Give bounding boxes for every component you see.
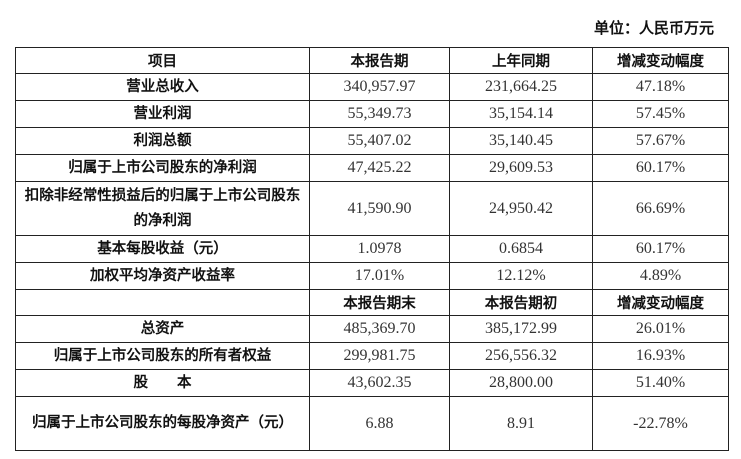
row-label: 归属于上市公司股东的每股净资产（元） — [15, 396, 310, 451]
table-row: 利润总额 55,407.02 35,140.45 57.67% — [15, 127, 729, 155]
column-header: 本报告期 — [309, 47, 450, 74]
change-value: 57.67% — [592, 127, 729, 155]
prior-value: 24,950.42 — [449, 181, 593, 236]
current-value: 47,425.22 — [309, 154, 450, 182]
table-row: 股 本 43,602.35 28,800.00 51.40% — [15, 369, 729, 397]
table-row: 扣除非经常性损益后的归属于上市公司股东的净利润 41,590.90 24,950.4… — [15, 181, 729, 236]
table-row: 总资产 485,369.70 385,172.99 26.01% — [15, 315, 729, 343]
change-value: 16.93% — [592, 342, 729, 370]
current-value: 55,407.02 — [309, 127, 450, 155]
change-value: 47.18% — [592, 73, 729, 101]
column-header: 项目 — [15, 47, 310, 74]
table-row: 加权平均净资产收益率 17.01% 12.12% 4.89% — [15, 262, 729, 290]
row-label: 股 本 — [15, 369, 310, 397]
current-value: 485,369.70 — [309, 315, 450, 343]
table-row: 营业总收入 340,957.97 231,664.25 47.18% — [15, 73, 729, 101]
change-value: 60.17% — [592, 235, 729, 263]
column-header: 本报告期初 — [449, 289, 593, 316]
current-value: 6.88 — [309, 396, 450, 451]
financial-summary-table: 项目 本报告期 上年同期 增减变动幅度 营业总收入 340,957.97 231,664.2… — [15, 47, 729, 451]
column-header — [15, 289, 310, 316]
row-label: 总资产 — [15, 315, 310, 343]
prior-value: 28,800.00 — [449, 369, 593, 397]
current-value: 299,981.75 — [309, 342, 450, 370]
prior-value: 8.91 — [449, 396, 593, 451]
table-row: 归属于上市公司股东的所有者权益 299,981.75 256,556.32 16.93… — [15, 342, 729, 370]
unit-label: 单位：人民币万元 — [593, 19, 714, 37]
prior-value: 29,609.53 — [449, 154, 593, 182]
table-row: 归属于上市公司股东的每股净资产（元） 6.88 8.91 -22.78% — [15, 396, 729, 451]
change-value: 4.89% — [592, 262, 729, 290]
column-header: 增减变动幅度 — [592, 47, 729, 74]
table-row: 基本每股收益（元） 1.0978 0.6854 60.17% — [15, 235, 729, 263]
row-label: 基本每股收益（元） — [15, 235, 310, 263]
column-header: 本报告期末 — [309, 289, 450, 316]
row-label: 营业总收入 — [15, 73, 310, 101]
row-label: 利润总额 — [15, 127, 310, 155]
change-value: -22.78% — [592, 396, 729, 451]
row-label: 加权平均净资产收益率 — [15, 262, 310, 290]
row-label: 归属于上市公司股东的所有者权益 — [15, 342, 310, 370]
column-header: 增减变动幅度 — [592, 289, 729, 316]
prior-value: 0.6854 — [449, 235, 593, 263]
row-label: 扣除非经常性损益后的归属于上市公司股东的净利润 — [15, 181, 310, 236]
current-value: 340,957.97 — [309, 73, 450, 101]
table-row: 归属于上市公司股东的净利润 47,425.22 29,609.53 60.17% — [15, 154, 729, 182]
change-value: 57.45% — [592, 100, 729, 128]
column-header: 上年同期 — [449, 47, 593, 74]
change-value: 60.17% — [592, 154, 729, 182]
current-value: 43,602.35 — [309, 369, 450, 397]
table-header-row: 本报告期末 本报告期初 增减变动幅度 — [15, 289, 729, 316]
change-value: 66.69% — [592, 181, 729, 236]
prior-value: 231,664.25 — [449, 73, 593, 101]
prior-value: 35,140.45 — [449, 127, 593, 155]
prior-value: 385,172.99 — [449, 315, 593, 343]
change-value: 26.01% — [592, 315, 729, 343]
current-value: 41,590.90 — [309, 181, 450, 236]
change-value: 51.40% — [592, 369, 729, 397]
row-label: 营业利润 — [15, 100, 310, 128]
current-value: 1.0978 — [309, 235, 450, 263]
prior-value: 12.12% — [449, 262, 593, 290]
prior-value: 35,154.14 — [449, 100, 593, 128]
row-label: 归属于上市公司股东的净利润 — [15, 154, 310, 182]
current-value: 55,349.73 — [309, 100, 450, 128]
table-row: 营业利润 55,349.73 35,154.14 57.45% — [15, 100, 729, 128]
prior-value: 256,556.32 — [449, 342, 593, 370]
current-value: 17.01% — [309, 262, 450, 290]
table-header-row: 项目 本报告期 上年同期 增减变动幅度 — [15, 47, 729, 74]
